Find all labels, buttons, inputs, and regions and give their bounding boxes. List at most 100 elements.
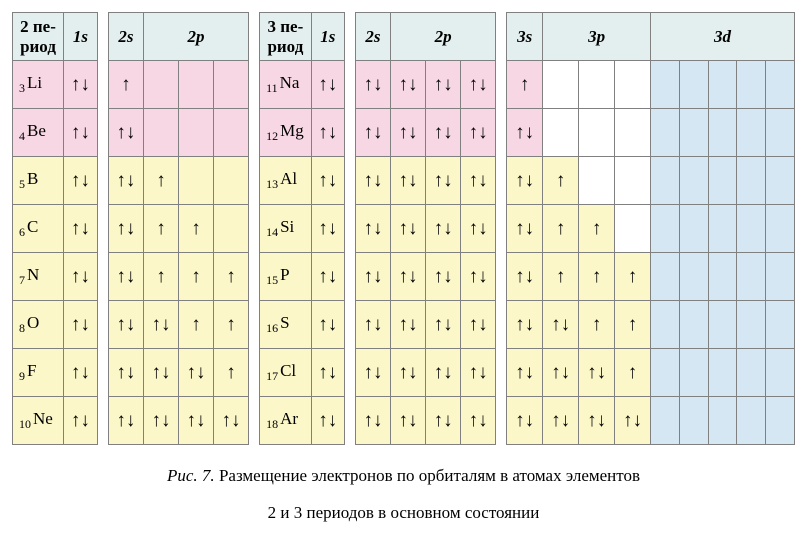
table-row: ↑↓↑↓↑↑: [507, 301, 795, 349]
orbital-cell: [214, 61, 249, 109]
orbital-cell: ↑↓: [355, 349, 390, 397]
table-row: ↑↓↑↓↑↓↑↓: [355, 349, 495, 397]
orbital-cell: ↑: [143, 253, 178, 301]
orbital-cell: [708, 157, 737, 205]
orbital-cell: ↑: [214, 301, 249, 349]
orbital-cell: ↑↓: [108, 301, 143, 349]
table-period3-label: 3 пе-риод 1s 11Na↑↓12Mg↑↓13Al↑↓14Si↑↓15P…: [259, 12, 345, 445]
orbital-cell: [708, 61, 737, 109]
orbital-cell: [737, 61, 766, 109]
table-row: ↑: [108, 61, 248, 109]
orbital-cell: [766, 301, 795, 349]
tbody-b5: ↑↑↓↑↓↑↑↓↑↑↑↓↑↑↑↑↓↑↓↑↑↑↓↑↓↑↓↑↑↓↑↓↑↓↑↓: [507, 61, 795, 445]
electron-config-figure: 2 пе-риод 1s 3Li↑↓4Be↑↓5B↑↓6C↑↓7N↑↓8O↑↓9…: [12, 12, 795, 532]
orbital-cell: ↑↓: [461, 205, 496, 253]
table-row: ↑↓↑↓↑↓↑↓: [355, 253, 495, 301]
header-1s: 1s: [63, 13, 97, 61]
caption: Рис. 7. Размещение электронов по орбитал…: [12, 457, 795, 532]
orbital-cell: ↑↓: [63, 301, 97, 349]
orbital-cell: ↑↓: [311, 109, 344, 157]
table-row: 15P↑↓: [260, 253, 345, 301]
orbital-cell: [615, 109, 651, 157]
element-label: 16S: [260, 301, 312, 349]
table-row: 17Cl↑↓: [260, 349, 345, 397]
element-label: 13Al: [260, 157, 312, 205]
orbital-cell: ↑↓: [178, 349, 213, 397]
orbital-cell: [679, 61, 708, 109]
orbital-cell: ↑: [543, 253, 579, 301]
orbital-cell: ↑↓: [579, 349, 615, 397]
table-row: ↑: [507, 61, 795, 109]
element-label: 3Li: [13, 61, 64, 109]
table-row: 13Al↑↓: [260, 157, 345, 205]
orbital-cell: [679, 109, 708, 157]
orbital-cell: [737, 397, 766, 445]
orbital-cell: ↑↓: [426, 301, 461, 349]
orbital-cell: [708, 253, 737, 301]
orbital-cell: ↑↓: [355, 253, 390, 301]
table-row: 16S↑↓: [260, 301, 345, 349]
table-row: ↑↓↑↓↑↓↑↓: [355, 397, 495, 445]
table-row: ↑↓↑↓↑↓↑: [108, 349, 248, 397]
table-row: 11Na↑↓: [260, 61, 345, 109]
orbital-cell: ↑↓: [615, 397, 651, 445]
orbital-cell: ↑: [507, 61, 543, 109]
table-row: 7N↑↓: [13, 253, 98, 301]
orbital-cell: ↑↓: [391, 157, 426, 205]
orbital-cell: [615, 157, 651, 205]
element-label: 6C: [13, 205, 64, 253]
orbital-cell: [679, 397, 708, 445]
orbital-cell: [651, 157, 680, 205]
orbital-cell: ↑↓: [426, 109, 461, 157]
orbital-cell: ↑↓: [391, 349, 426, 397]
table-row: ↑↓↑↓↑↓↑↓: [355, 109, 495, 157]
table-row: ↑↓: [507, 109, 795, 157]
orbital-cell: [651, 61, 680, 109]
orbital-cell: ↑: [143, 157, 178, 205]
orbital-cell: ↑↓: [461, 253, 496, 301]
header-period2: 2 пе-риод: [13, 13, 64, 61]
orbital-cell: [615, 205, 651, 253]
orbital-cell: [651, 205, 680, 253]
tbody-b3: 11Na↑↓12Mg↑↓13Al↑↓14Si↑↓15P↑↓16S↑↓17Cl↑↓…: [260, 61, 345, 445]
orbital-cell: ↑↓: [507, 301, 543, 349]
orbital-cell: [214, 109, 249, 157]
orbital-cell: ↑: [143, 205, 178, 253]
element-label: 10Ne: [13, 397, 64, 445]
orbital-cell: [615, 61, 651, 109]
element-label: 8O: [13, 301, 64, 349]
orbital-cell: ↑↓: [461, 157, 496, 205]
orbital-cell: [214, 157, 249, 205]
element-label: 11Na: [260, 61, 312, 109]
orbital-cell: ↑↓: [426, 349, 461, 397]
orbital-cell: ↑↓: [543, 301, 579, 349]
orbital-cell: ↑↓: [311, 397, 344, 445]
orbital-cell: [766, 109, 795, 157]
element-label: 9F: [13, 349, 64, 397]
orbital-cell: ↑↓: [391, 253, 426, 301]
orbital-cell: ↑↓: [391, 109, 426, 157]
orbital-cell: ↑↓: [355, 397, 390, 445]
orbital-cell: [679, 157, 708, 205]
orbital-cell: ↑: [615, 349, 651, 397]
header-2p: 2p: [143, 13, 248, 61]
orbital-cell: ↑↓: [426, 157, 461, 205]
orbital-cell: ↑↓: [391, 301, 426, 349]
caption-line1: Размещение электронов по орбиталям в ато…: [215, 466, 640, 485]
header-1s-b3: 1s: [311, 13, 344, 61]
table-row: ↑↓↑↓↑↓↑↓: [355, 61, 495, 109]
orbital-cell: ↑: [579, 205, 615, 253]
element-label: 12Mg: [260, 109, 312, 157]
element-label: 7N: [13, 253, 64, 301]
orbital-cell: ↑↓: [391, 397, 426, 445]
orbital-cell: [143, 109, 178, 157]
orbital-cell: ↑↓: [311, 205, 344, 253]
table-row: 10Ne↑↓: [13, 397, 98, 445]
table-row: 8O↑↓: [13, 301, 98, 349]
table-row: ↑↓↑: [108, 157, 248, 205]
orbital-cell: [579, 61, 615, 109]
caption-prefix: Рис. 7.: [167, 466, 215, 485]
orbital-cell: ↑↓: [63, 157, 97, 205]
table-period3-l2: 2s 2p ↑↓↑↓↑↓↑↓↑↓↑↓↑↓↑↓↑↓↑↓↑↓↑↓↑↓↑↓↑↓↑↓↑↓…: [355, 12, 496, 445]
orbital-cell: ↑: [178, 205, 213, 253]
